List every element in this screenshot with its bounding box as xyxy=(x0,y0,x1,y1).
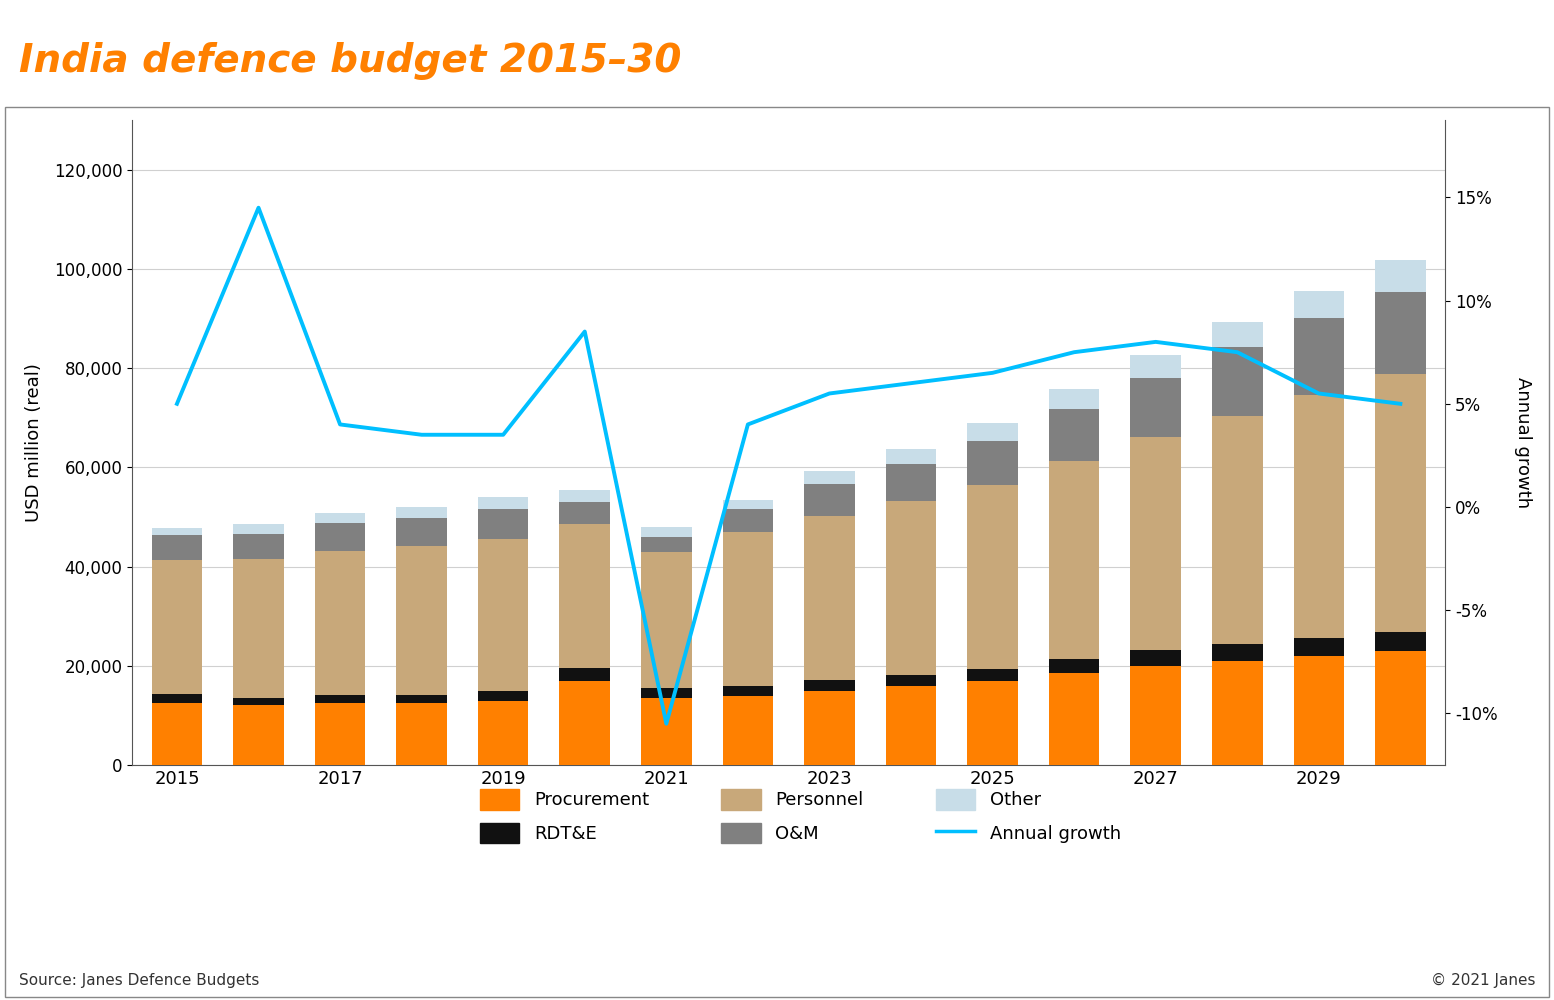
Bar xyxy=(152,560,202,694)
Bar xyxy=(233,524,284,534)
Bar xyxy=(642,688,692,698)
Bar xyxy=(1130,355,1181,378)
Bar xyxy=(315,523,365,551)
Bar xyxy=(723,686,774,696)
Legend: Procurement, RDT&E, Personnel, O&M, Other, Annual growth: Procurement, RDT&E, Personnel, O&M, Othe… xyxy=(480,789,1120,843)
Bar xyxy=(803,471,855,484)
Bar xyxy=(559,490,611,502)
Bar xyxy=(233,559,284,698)
Bar xyxy=(479,691,528,700)
Bar xyxy=(233,705,284,765)
Bar xyxy=(559,502,611,524)
Bar xyxy=(1049,409,1099,461)
Text: © 2021 Janes: © 2021 Janes xyxy=(1431,973,1535,988)
Bar xyxy=(152,535,202,560)
Y-axis label: USD million (real): USD million (real) xyxy=(25,363,42,522)
Bar xyxy=(1375,632,1425,651)
Bar xyxy=(723,500,774,509)
Bar xyxy=(967,485,1018,669)
Bar xyxy=(396,518,448,546)
Bar xyxy=(803,680,855,691)
Bar xyxy=(479,539,528,691)
Bar xyxy=(396,695,448,703)
Bar xyxy=(967,669,1018,681)
Bar xyxy=(642,698,692,765)
Bar xyxy=(1293,656,1344,765)
Bar xyxy=(723,532,774,686)
Bar xyxy=(1293,395,1344,638)
Bar xyxy=(803,516,855,680)
Bar xyxy=(886,686,936,765)
Bar xyxy=(1375,374,1425,632)
Bar xyxy=(1212,347,1262,416)
Bar xyxy=(1212,322,1262,347)
Bar xyxy=(723,509,774,532)
Bar xyxy=(315,551,365,695)
Bar xyxy=(396,703,448,765)
Bar xyxy=(967,441,1018,485)
Bar xyxy=(886,675,936,686)
Bar xyxy=(1049,659,1099,673)
Bar xyxy=(723,696,774,765)
Bar xyxy=(315,703,365,765)
Bar xyxy=(803,484,855,516)
Bar xyxy=(152,703,202,765)
Bar xyxy=(479,497,528,509)
Bar xyxy=(1212,661,1262,765)
Bar xyxy=(967,681,1018,765)
Bar xyxy=(1212,644,1262,661)
Bar xyxy=(1293,638,1344,656)
Bar xyxy=(642,527,692,537)
Bar xyxy=(233,698,284,705)
Bar xyxy=(1049,673,1099,765)
Bar xyxy=(1375,651,1425,765)
Y-axis label: Annual growth: Annual growth xyxy=(1514,377,1532,508)
Bar xyxy=(152,694,202,703)
Bar xyxy=(152,528,202,535)
Bar xyxy=(1375,260,1425,292)
Bar xyxy=(642,552,692,688)
Bar xyxy=(315,695,365,703)
Bar xyxy=(559,681,611,765)
Bar xyxy=(886,464,936,501)
Bar xyxy=(642,537,692,552)
Bar xyxy=(1130,666,1181,765)
Bar xyxy=(1130,378,1181,437)
Bar xyxy=(559,668,611,681)
Bar xyxy=(559,524,611,668)
Bar xyxy=(1130,650,1181,666)
Text: Source: Janes Defence Budgets: Source: Janes Defence Budgets xyxy=(19,973,260,988)
Bar xyxy=(1049,461,1099,659)
Bar xyxy=(233,534,284,559)
Bar xyxy=(886,449,936,464)
Bar xyxy=(803,691,855,765)
Text: India defence budget 2015–30: India defence budget 2015–30 xyxy=(19,42,681,80)
Bar xyxy=(1293,291,1344,318)
Bar xyxy=(1293,318,1344,395)
Bar xyxy=(967,423,1018,441)
Bar xyxy=(886,501,936,675)
Bar xyxy=(396,546,448,695)
Bar xyxy=(479,700,528,765)
Bar xyxy=(1212,416,1262,644)
Bar xyxy=(1130,437,1181,650)
Bar xyxy=(1049,389,1099,409)
Bar xyxy=(1375,292,1425,374)
Bar xyxy=(396,507,448,518)
Bar xyxy=(315,513,365,523)
Bar xyxy=(479,509,528,539)
